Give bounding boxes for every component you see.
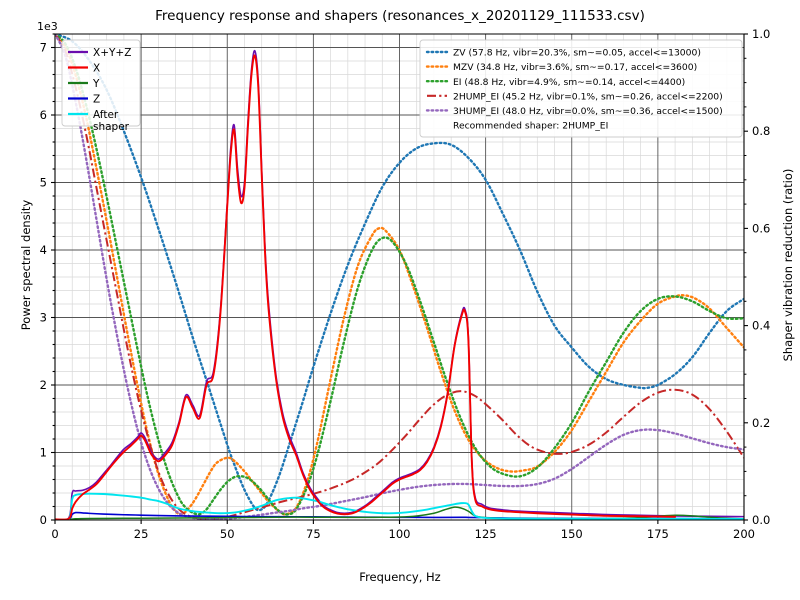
- shaper-curve-2hump_ei: [55, 34, 744, 520]
- legend-label: X+Y+Z: [93, 47, 131, 59]
- y-tick-label-right: 1.0: [752, 27, 770, 41]
- legend-label-2hump_ei: 2HUMP_EI (45.2 Hz, vibr=0.1%, sm~=0.26, …: [453, 91, 723, 102]
- legend-label-ei: EI (48.8 Hz, vibr=4.9%, sm~=0.14, accel<…: [453, 77, 685, 88]
- y-tick-label-right: 0.8: [752, 124, 770, 138]
- x-tick-label: 0: [51, 527, 58, 541]
- x-tick-label: 100: [389, 527, 411, 541]
- legend-label: Y: [92, 78, 100, 90]
- psd-curve-after-shaper: [55, 492, 744, 520]
- y-tick-label-right: 0.4: [752, 319, 770, 333]
- y-tick-label-right: 0.2: [752, 416, 770, 430]
- y-tick-label-left: 6: [40, 108, 47, 122]
- y-tick-label-left: 7: [40, 41, 47, 55]
- y-tick-label-left: 5: [40, 176, 47, 190]
- psd-curve-x: [55, 54, 677, 520]
- grid-major: [54, 34, 745, 521]
- y-tick-label-right: 0.0: [752, 513, 770, 527]
- legend-label-zv: ZV (57.8 Hz, vibr=20.3%, sm~=0.05, accel…: [453, 48, 701, 59]
- legend-label: X: [93, 62, 100, 74]
- legend-label-cont: shaper: [93, 121, 130, 133]
- legend-label-mzv: MZV (34.8 Hz, vibr=3.6%, sm~=0.17, accel…: [453, 62, 697, 73]
- x-tick-label: 25: [134, 527, 149, 541]
- ticks-layer: 0 25 50 75 100 125 150 175 200 0 1 2 3 4 5 6 7 0.0 0.2 0.4 0…: [40, 27, 771, 541]
- legend-right: ZV (57.8 Hz, vibr=20.3%, sm~=0.05, accel…: [419, 39, 743, 138]
- data-series-layer: [55, 34, 744, 520]
- x-tick-label: 50: [220, 527, 235, 541]
- x-tick-label: 150: [561, 527, 583, 541]
- chart-title: Frequency response and shapers (resonanc…: [155, 8, 645, 24]
- legend-label: Z: [93, 93, 100, 105]
- x-tick-label: 75: [306, 527, 321, 541]
- legend-label: After: [93, 109, 119, 121]
- y-tick-label-left: 1: [40, 446, 47, 460]
- shaper-curve-zv: [55, 34, 744, 512]
- shaper-curve-ei: [55, 34, 744, 516]
- y-tick-label-right: 0.6: [752, 221, 770, 235]
- shaper-curve-3hump_ei: [55, 34, 744, 520]
- legend-label-3hump_ei: 3HUMP_EI (48.0 Hz, vibr=0.0%, sm~=0.36, …: [453, 106, 723, 117]
- y-tick-label-left: 4: [40, 243, 47, 257]
- y-tick-label-left: 3: [40, 311, 47, 325]
- x-tick-label: 200: [733, 527, 755, 541]
- y-tick-label-left: 2: [40, 378, 47, 392]
- x-tick-label: 125: [475, 527, 497, 541]
- x-tick-label: 175: [647, 527, 669, 541]
- x-axis-label: Frequency, Hz: [359, 570, 441, 584]
- recommended-shaper-annotation: Recommended shaper: 2HUMP_EI: [453, 121, 608, 132]
- y-axis-offset-label: 1e3: [37, 20, 58, 33]
- y-tick-label-left: 0: [40, 513, 47, 527]
